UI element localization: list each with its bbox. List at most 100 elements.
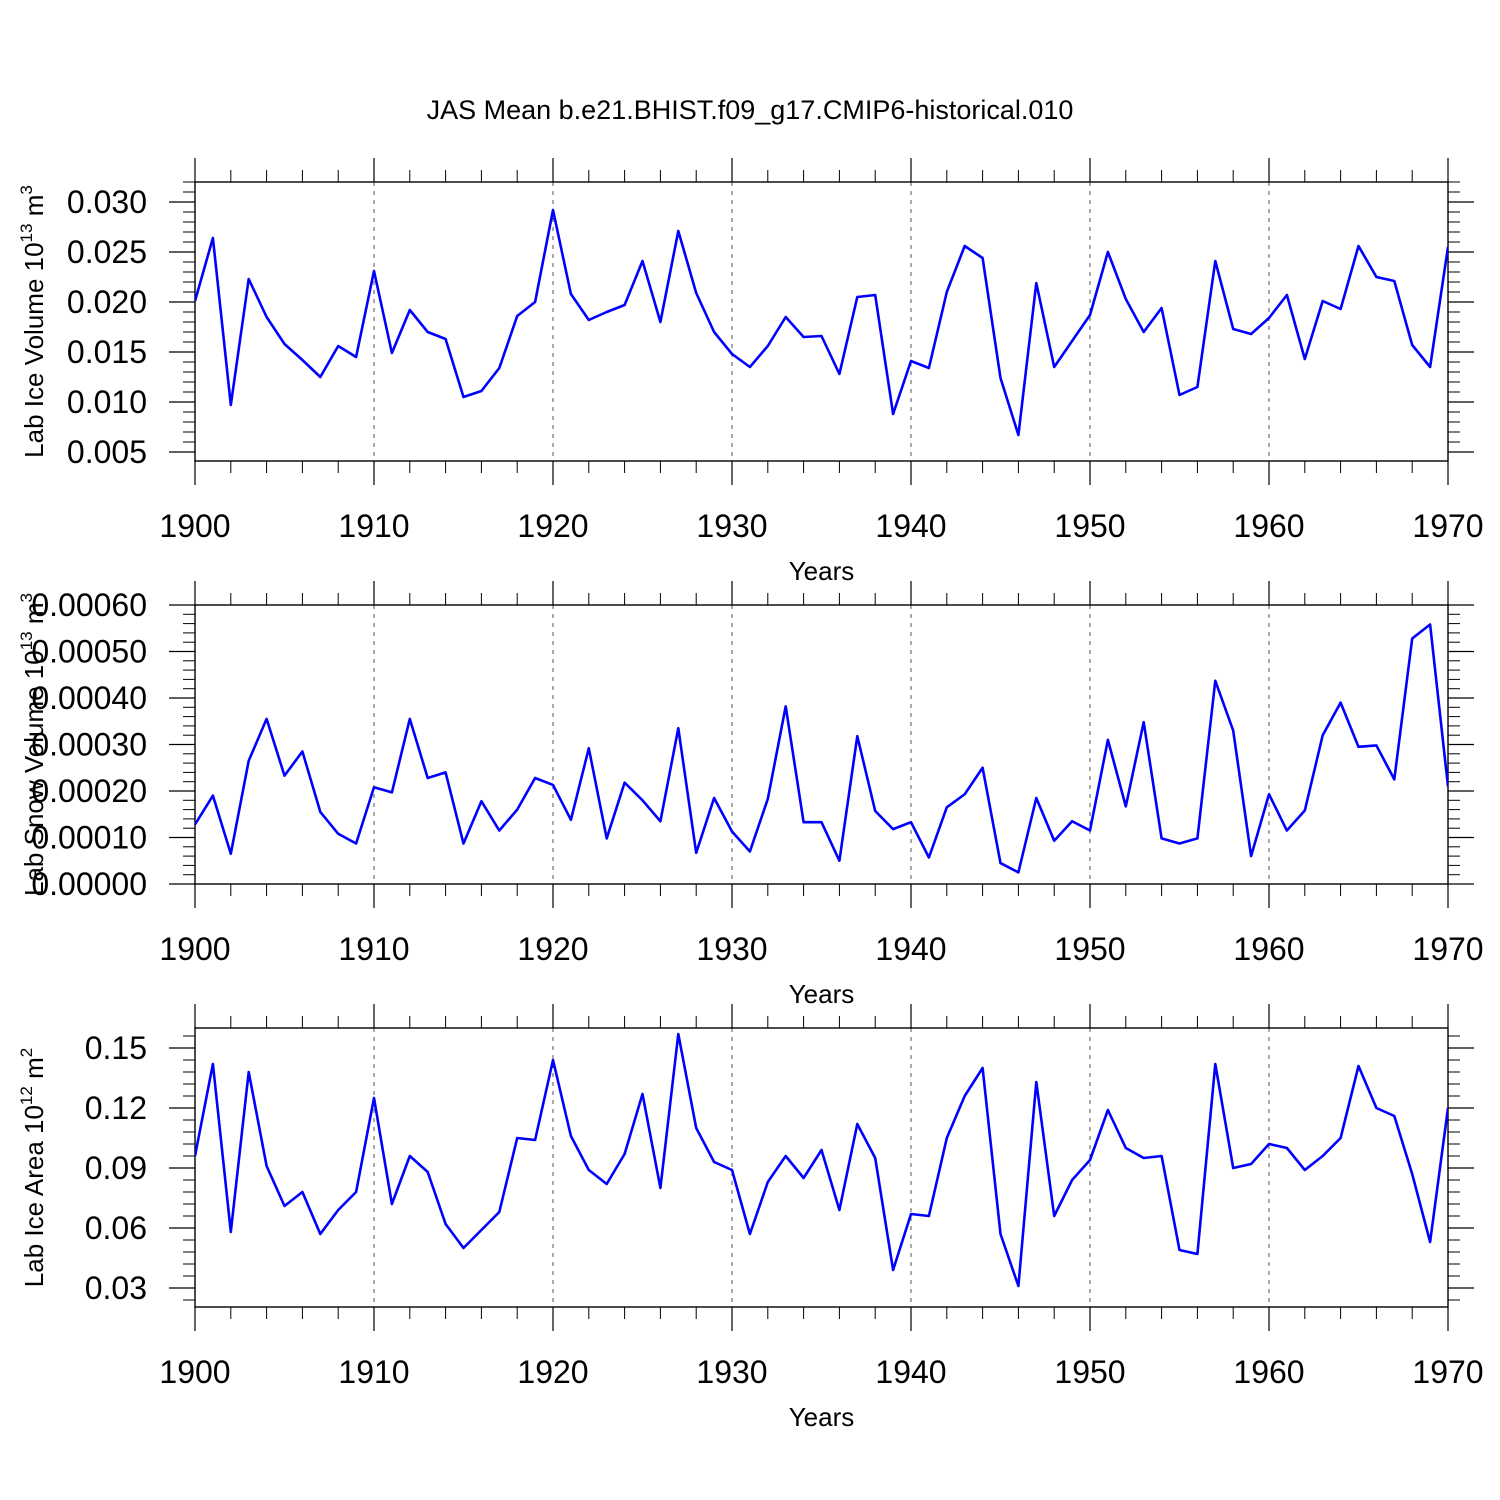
data-point bbox=[623, 304, 626, 307]
data-point bbox=[874, 810, 877, 813]
plot-frame bbox=[194, 1027, 1449, 1308]
data-point bbox=[1321, 734, 1324, 737]
x-tick-label: 1930 bbox=[696, 508, 767, 544]
data-point bbox=[301, 750, 304, 753]
x-tick-label: 1930 bbox=[696, 931, 767, 967]
data-point bbox=[1375, 1107, 1378, 1110]
data-point bbox=[1089, 314, 1092, 317]
data-point bbox=[247, 278, 250, 281]
data-point bbox=[373, 1097, 376, 1100]
data-point bbox=[605, 311, 608, 314]
data-point bbox=[1304, 358, 1307, 361]
data-point bbox=[373, 786, 376, 789]
data-point bbox=[1142, 721, 1145, 724]
data-point bbox=[1125, 1147, 1128, 1150]
x-tick-label: 1920 bbox=[517, 1354, 588, 1390]
data-point bbox=[194, 823, 197, 826]
data-point bbox=[910, 360, 913, 363]
data-point bbox=[391, 791, 394, 794]
data-point bbox=[749, 1233, 752, 1236]
data-point bbox=[212, 1063, 215, 1066]
y-tick-label: 0.00000 bbox=[31, 866, 147, 902]
x-tick-label: 1920 bbox=[517, 931, 588, 967]
data-point bbox=[1357, 245, 1360, 248]
data-point bbox=[355, 356, 358, 359]
data-point bbox=[1017, 1285, 1020, 1288]
data-point bbox=[301, 359, 304, 362]
data-point bbox=[1160, 1155, 1163, 1158]
data-point bbox=[963, 245, 966, 248]
data-point bbox=[265, 1165, 268, 1168]
data-point bbox=[480, 800, 483, 803]
data-point bbox=[641, 799, 644, 802]
data-point bbox=[623, 1153, 626, 1156]
data-point bbox=[1160, 837, 1163, 840]
data-point bbox=[677, 727, 680, 730]
data-point bbox=[444, 1223, 447, 1226]
data-point bbox=[892, 413, 895, 416]
data-point bbox=[1053, 366, 1056, 369]
data-point bbox=[910, 821, 913, 824]
x-tick-label: 1900 bbox=[159, 1354, 230, 1390]
y-tick-label: 0.12 bbox=[85, 1090, 147, 1126]
data-point bbox=[1411, 344, 1414, 347]
y-axis-label: Lab Snow Volume 1013 m3 bbox=[17, 593, 49, 896]
data-point bbox=[963, 793, 966, 796]
data-point bbox=[910, 1213, 913, 1216]
data-point bbox=[337, 1209, 340, 1212]
data-point bbox=[892, 828, 895, 831]
data-point bbox=[1214, 679, 1217, 682]
data-point bbox=[1268, 793, 1271, 796]
data-point bbox=[1304, 809, 1307, 812]
data-point bbox=[1429, 1241, 1432, 1244]
x-tick-label: 1960 bbox=[1233, 1354, 1304, 1390]
x-tick-label: 1940 bbox=[875, 508, 946, 544]
data-point bbox=[1268, 317, 1271, 320]
data-point bbox=[856, 296, 859, 299]
data-point bbox=[283, 774, 286, 777]
data-point bbox=[1250, 333, 1253, 336]
data-point bbox=[659, 1187, 662, 1190]
data-point bbox=[283, 343, 286, 346]
data-point bbox=[498, 829, 501, 832]
data-point bbox=[480, 390, 483, 393]
data-point bbox=[713, 797, 716, 800]
data-point bbox=[1268, 1143, 1271, 1146]
data-point bbox=[1232, 729, 1235, 732]
y-tick-label: 0.03 bbox=[85, 1270, 147, 1306]
data-point bbox=[731, 1169, 734, 1172]
y-tick-label: 0.00030 bbox=[31, 727, 147, 763]
data-point bbox=[212, 237, 215, 240]
data-point bbox=[462, 1247, 465, 1250]
x-axis-label: Years bbox=[789, 979, 855, 1009]
data-point bbox=[784, 316, 787, 319]
data-point bbox=[194, 1155, 197, 1158]
data-point bbox=[391, 352, 394, 355]
data-point bbox=[731, 830, 734, 833]
y-tick-label: 0.030 bbox=[67, 184, 147, 220]
data-point bbox=[1321, 300, 1324, 303]
data-point bbox=[301, 1191, 304, 1194]
data-point bbox=[516, 808, 519, 811]
data-point bbox=[1232, 328, 1235, 331]
data-point bbox=[981, 257, 984, 260]
data-point bbox=[552, 209, 555, 212]
data-point bbox=[892, 1269, 895, 1272]
data-point bbox=[1339, 1137, 1342, 1140]
y-tick-label: 0.020 bbox=[67, 284, 147, 320]
y-tick-label: 0.09 bbox=[85, 1150, 147, 1186]
data-point bbox=[802, 1177, 805, 1180]
data-point bbox=[659, 321, 662, 324]
data-point bbox=[1357, 746, 1360, 749]
data-point bbox=[1160, 307, 1163, 310]
x-axis-label: Years bbox=[789, 556, 855, 586]
data-point bbox=[534, 1139, 537, 1142]
data-point bbox=[999, 377, 1002, 380]
data-point bbox=[1017, 871, 1020, 874]
y-tick-label: 0.00050 bbox=[31, 634, 147, 670]
data-point bbox=[570, 293, 573, 296]
data-point bbox=[1232, 1167, 1235, 1170]
data-point bbox=[784, 1155, 787, 1158]
x-tick-label: 1900 bbox=[159, 931, 230, 967]
data-point bbox=[1196, 1253, 1199, 1256]
